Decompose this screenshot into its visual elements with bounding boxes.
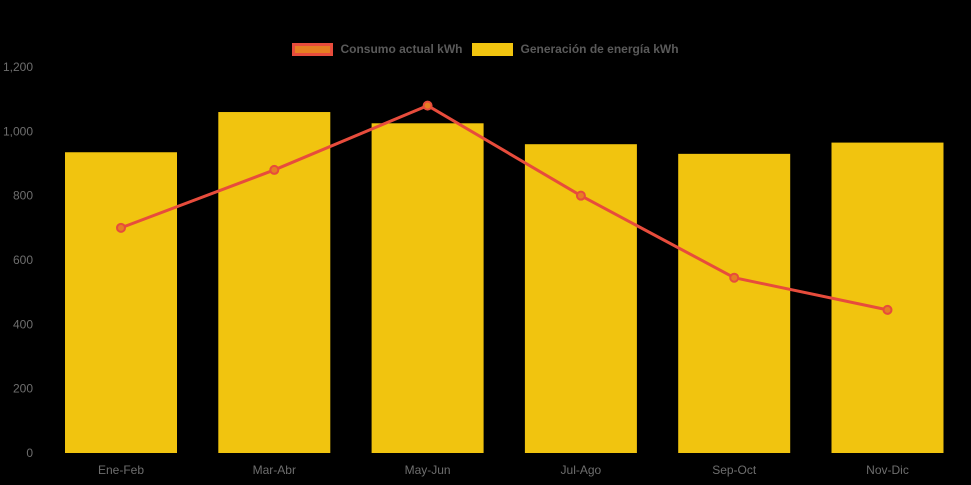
legend-label-generacion-energia: Generación de energía kWh <box>520 42 679 56</box>
x-axis-category-label: May-Jun <box>405 463 451 477</box>
point-Jul-Ago <box>575 190 586 201</box>
x-axis-category-label: Nov-Dic <box>866 463 909 477</box>
y-axis-tick-label: 1,000 <box>3 124 33 138</box>
chart-legend: Consumo actual kWh Generación de energía… <box>0 38 971 60</box>
legend-item-consumo-actual[interactable]: Consumo actual kWh <box>292 42 462 56</box>
legend-item-generacion-energia[interactable]: Generación de energía kWh <box>472 42 679 56</box>
x-axis-category-label: Jul-Ago <box>561 463 602 477</box>
x-axis-category-label: Mar-Abr <box>253 463 296 477</box>
y-axis-tick-label: 600 <box>13 253 33 267</box>
y-axis-tick-label: 0 <box>26 446 33 460</box>
point-May-Jun <box>422 100 433 111</box>
bar-May-Jun <box>371 123 484 454</box>
legend-swatch-generacion-energia <box>472 42 514 56</box>
point-Nov-Dic <box>882 304 893 315</box>
point-Mar-Abr <box>269 164 280 175</box>
x-axis-category-label: Sep-Oct <box>712 463 757 477</box>
bar-Mar-Abr <box>218 112 331 454</box>
consumption-line <box>119 104 889 312</box>
bar-Jul-Ago <box>524 144 637 453</box>
legend-label-consumo-actual: Consumo actual kWh <box>340 42 463 56</box>
point-Ene-Feb <box>116 222 126 233</box>
x-axis-category-label: Ene-Feb <box>98 463 144 477</box>
y-axis-tick-label: 800 <box>13 189 33 203</box>
point-Sep-Oct <box>729 272 740 283</box>
y-axis-tick-label: 200 <box>13 382 33 396</box>
bar-Nov-Dic <box>831 142 944 453</box>
y-axis-tick-label: 400 <box>13 317 33 331</box>
bar-Sep-Oct <box>678 153 791 453</box>
bar-Ene-Feb <box>65 152 177 453</box>
y-axis-tick-label: 1,200 <box>3 60 33 74</box>
legend-swatch-consumo-actual <box>292 42 334 56</box>
